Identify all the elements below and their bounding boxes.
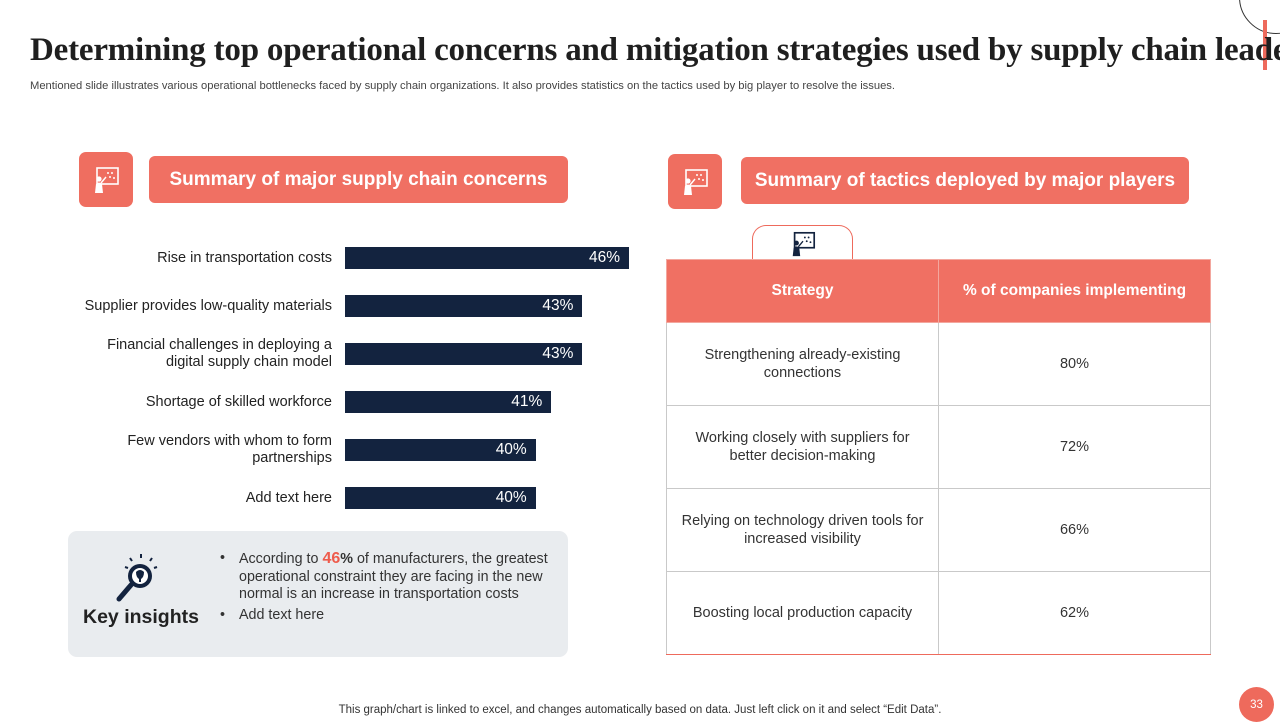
bar-value-label: 40% — [495, 441, 527, 458]
bar-category-label: Financial challenges in deploying a digi… — [107, 337, 332, 370]
bar-value-label: 43% — [542, 297, 574, 314]
percent-cell: 62% — [938, 571, 1211, 655]
corner-decoration — [1239, 0, 1280, 34]
insight-prefix: According to — [239, 551, 323, 567]
bar: 40% — [345, 487, 536, 509]
accent-bar — [1263, 20, 1267, 70]
table-header-row: Strategy % of companies implementing — [666, 259, 1211, 323]
page-number: 33 — [1239, 687, 1274, 722]
bar: 41% — [345, 391, 552, 413]
bar: 46% — [345, 247, 629, 269]
table-tab — [752, 225, 853, 261]
insight-suffix: of manufacturers, the greatest operation… — [239, 551, 548, 602]
table-row: Boosting local production capacity 62% — [666, 571, 1211, 655]
insight-highlight: 46 — [322, 550, 341, 567]
key-insights-title: Key insights — [83, 606, 199, 628]
percent-cell: 66% — [938, 488, 1211, 572]
bar-value-label: 46% — [588, 249, 620, 266]
tactics-heading: Summary of tactics deployed by major pla… — [741, 157, 1189, 204]
column-header-percent: % of companies implementing — [938, 259, 1211, 323]
insight-item: According to 46% of manufacturers, the g… — [220, 550, 550, 604]
page-title: Determining top operational concerns and… — [30, 32, 1280, 68]
presenter-board-icon — [95, 166, 119, 193]
bar-category-label: Add text here — [245, 489, 332, 506]
bar: 40% — [345, 439, 536, 461]
page-subtitle: Mentioned slide illustrates various oper… — [30, 80, 896, 92]
bar-category-label: Few vendors with whom to form partnershi… — [127, 433, 332, 466]
tactics-table: Strategy % of companies implementing Str… — [666, 259, 1211, 655]
table-row: Strengthening already-existing connectio… — [666, 322, 1211, 406]
percent-cell: 72% — [938, 405, 1211, 489]
footer-note: This graph/chart is linked to excel, and… — [338, 704, 942, 716]
tactics-icon-box — [668, 154, 722, 209]
strategy-cell: Working closely with suppliers for bette… — [666, 405, 939, 489]
bar: 43% — [345, 343, 583, 365]
percent-cell: 80% — [938, 322, 1211, 406]
presenter-board-icon — [792, 231, 815, 256]
bar-category-label: Supplier provides low-quality materials — [84, 297, 332, 314]
bar: 43% — [345, 295, 583, 317]
presenter-board-icon — [684, 168, 708, 195]
bar-value-label: 43% — [542, 345, 574, 362]
insight-highlight-unit: % — [340, 551, 353, 567]
strategy-cell: Boosting local production capacity — [666, 571, 939, 655]
bar-value-label: 41% — [511, 393, 543, 410]
column-header-strategy: Strategy — [666, 259, 939, 323]
insight-item: Add text here — [220, 607, 550, 625]
lightbulb-magnifier-icon — [116, 554, 158, 602]
concerns-icon-box — [79, 152, 133, 207]
table-row: Relying on technology driven tools for i… — [666, 488, 1211, 572]
concerns-heading: Summary of major supply chain concerns — [149, 156, 568, 203]
table-row: Working closely with suppliers for bette… — [666, 405, 1211, 489]
bar-value-label: 40% — [495, 489, 527, 506]
bar-category-label: Rise in transportation costs — [157, 249, 332, 266]
insight-list: According to 46% of manufacturers, the g… — [220, 550, 550, 627]
strategy-cell: Strengthening already-existing connectio… — [666, 322, 939, 406]
strategy-cell: Relying on technology driven tools for i… — [666, 488, 939, 572]
bar-category-label: Shortage of skilled workforce — [145, 393, 332, 410]
